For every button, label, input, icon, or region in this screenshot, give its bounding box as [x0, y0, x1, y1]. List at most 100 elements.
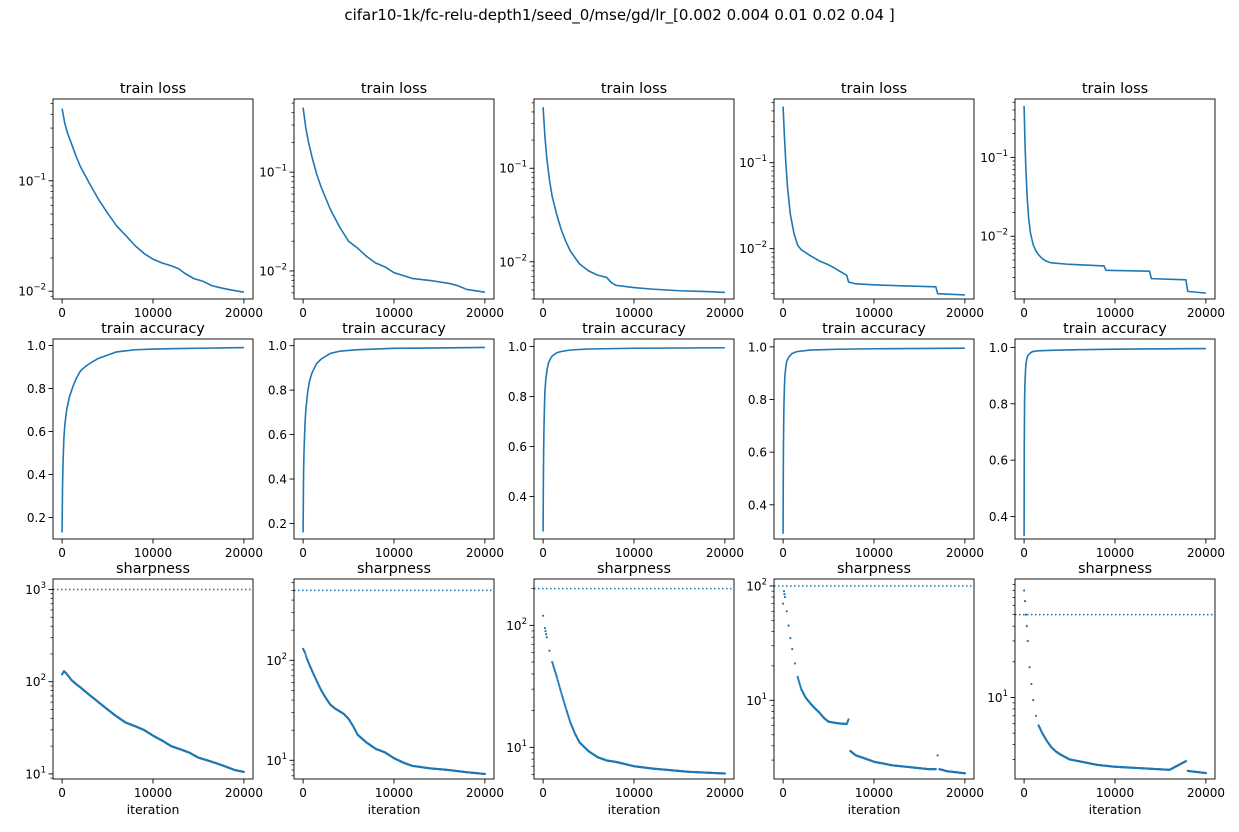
data-point — [789, 636, 792, 640]
series-points — [541, 614, 727, 775]
y-tick-label: 0.6 — [27, 425, 46, 439]
data-point — [565, 708, 568, 711]
data-point — [785, 610, 788, 613]
y-tick-label: 10−1 — [980, 149, 1008, 165]
data-point — [242, 770, 246, 774]
axes-frame — [1014, 98, 1216, 300]
y-tick-label: 1.0 — [989, 341, 1008, 355]
x-tick-label: 20000 — [946, 786, 984, 800]
y-tick-label: 103 — [25, 581, 46, 597]
subplot-r0-c0: 10−2 10−1 0 10000 20000 train loss — [18, 81, 263, 320]
subplot-title: sharpness — [116, 561, 190, 577]
data-point — [563, 701, 566, 704]
y-tick-label: 10−2 — [980, 228, 1008, 244]
data-point — [544, 630, 547, 633]
axes-frame — [52, 338, 254, 540]
series-line — [302, 107, 486, 293]
y-tick-exponent: 2 — [522, 617, 527, 627]
y-tick-label: 10−2 — [18, 283, 46, 299]
x-tick-label: 10000 — [855, 786, 893, 800]
data-point — [552, 664, 555, 667]
y-tick-label: 101 — [266, 752, 287, 768]
data-point — [963, 772, 967, 775]
data-point — [1034, 714, 1038, 717]
data-point — [798, 682, 801, 686]
data-point — [1023, 600, 1027, 603]
data-point — [303, 651, 307, 654]
data-point — [551, 660, 554, 664]
subplot-r1-c1: 0.2 0.4 0.6 0.8 1.0 0 10000 20000 train accuracy — [268, 321, 504, 560]
x-tick-label: 0 — [539, 786, 547, 800]
subplot-r1-c0: 0.2 0.4 0.6 0.8 1.0 0 10000 20000 train accuracy — [27, 321, 263, 560]
figure-suptitle: cifar10-1k/fc-relu-depth1/seed_0/mse/gd/… — [344, 6, 895, 24]
x-tick-label: 10000 — [615, 786, 653, 800]
data-point — [783, 593, 786, 596]
y-tick-label: 102 — [25, 673, 46, 689]
y-tick-exponent: 1 — [41, 765, 46, 775]
axes-frame — [1014, 338, 1216, 540]
y-tick-label: 0.4 — [27, 468, 46, 482]
y-tick-label: 1.0 — [268, 339, 287, 353]
data-point — [555, 673, 558, 676]
axes-frame — [533, 578, 735, 780]
data-point — [781, 602, 785, 605]
subplot-r1-c3: 0.4 0.6 0.8 1.0 0 10000 20000 train accuracy — [748, 321, 984, 560]
data-point — [799, 684, 802, 687]
y-tick-label: 1.0 — [27, 339, 46, 353]
series-points — [301, 647, 487, 776]
y-tick-exponent: −1 — [33, 172, 46, 182]
subplot-title: sharpness — [357, 561, 431, 577]
data-point — [566, 712, 569, 715]
y-tick-label: 0.8 — [989, 397, 1008, 411]
x-axis-label: iteration — [848, 802, 901, 817]
subplot-title: sharpness — [837, 561, 911, 577]
axes-frame — [773, 338, 975, 540]
data-point — [1025, 625, 1028, 628]
y-tick-label: 101 — [506, 739, 527, 755]
y-tick-exponent: 2 — [41, 673, 46, 683]
x-tick-label: 0 — [1020, 546, 1028, 560]
x-tick-label: 0 — [779, 786, 787, 800]
series-line — [542, 346, 725, 532]
y-tick-exponent: 1 — [282, 752, 287, 762]
y-tick-label: 10−2 — [499, 253, 527, 269]
x-tick-label: 20000 — [1187, 786, 1225, 800]
y-tick-label: 0.8 — [268, 384, 287, 398]
data-point — [723, 772, 727, 775]
y-tick-exponent: 2 — [282, 652, 287, 662]
data-point — [797, 677, 800, 680]
data-point — [565, 710, 569, 713]
subplot-title: train loss — [601, 81, 667, 97]
axes-frame — [293, 578, 495, 780]
data-point — [847, 718, 850, 721]
axes-frame — [773, 578, 975, 780]
x-tick-label: 20000 — [225, 306, 263, 320]
subplot-title: sharpness — [597, 561, 671, 577]
y-tick-exponent: −2 — [995, 228, 1008, 238]
subplot-r0-c3: 10−2 10−1 0 10000 20000 train loss — [739, 81, 984, 320]
data-point — [552, 666, 555, 669]
y-tick-label: 1.0 — [508, 340, 527, 354]
y-tick-label: 0.6 — [748, 446, 767, 460]
series-points — [60, 670, 246, 774]
y-tick-exponent: −2 — [754, 240, 767, 250]
data-point — [563, 703, 566, 706]
data-point — [936, 754, 939, 757]
y-tick-label: 101 — [987, 689, 1008, 705]
y-tick-exponent: −2 — [33, 283, 46, 293]
y-tick-exponent: 1 — [762, 692, 767, 702]
subplot-r1-c2: 0.4 0.6 0.8 1.0 0 10000 20000 train accuracy — [508, 321, 744, 560]
axes-frame — [293, 98, 495, 300]
data-point — [483, 772, 487, 776]
y-tick-label: 0.6 — [508, 440, 527, 454]
x-tick-label: 0 — [539, 306, 547, 320]
y-tick-label: 0.8 — [27, 382, 46, 396]
x-tick-label: 20000 — [466, 546, 504, 560]
y-tick-exponent: −1 — [514, 160, 527, 170]
y-tick-label: 102 — [746, 577, 767, 593]
data-point — [553, 668, 556, 671]
x-tick-label: 20000 — [1187, 546, 1225, 560]
data-point — [557, 681, 560, 684]
data-point — [561, 695, 564, 698]
x-tick-label: 0 — [58, 546, 66, 560]
